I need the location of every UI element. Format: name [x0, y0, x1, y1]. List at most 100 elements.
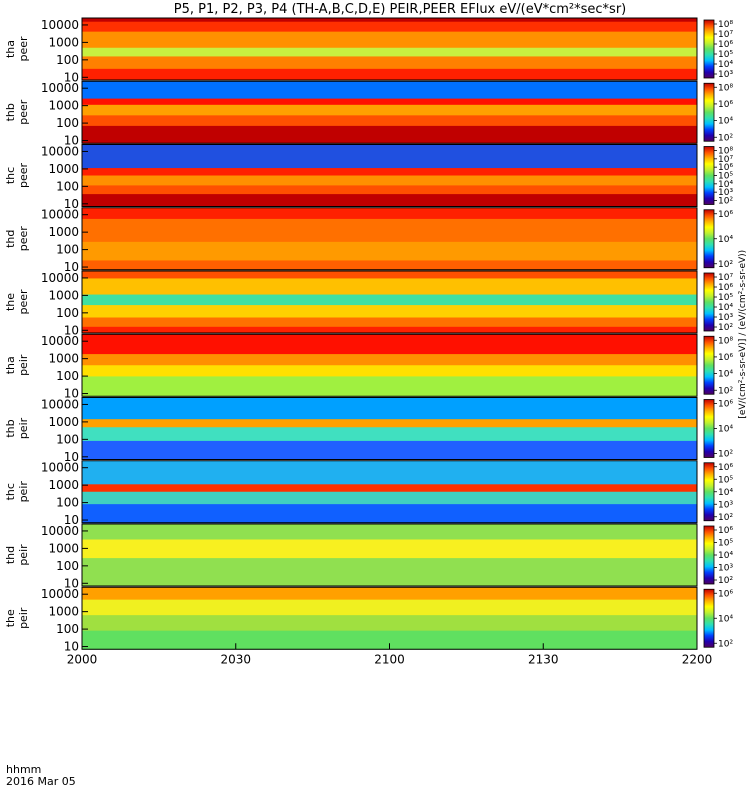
spectrogram-area — [82, 18, 697, 81]
spectrogram-band — [82, 587, 697, 601]
panel-label-probe: thb — [4, 419, 17, 437]
spectrogram-band — [82, 504, 697, 524]
y-tick-label: 10000 — [41, 81, 79, 95]
spectrogram-band — [82, 599, 697, 616]
colorbar-tick-label: 10⁵ — [718, 293, 733, 303]
y-tick-label: 1000 — [48, 288, 79, 302]
colorbar-tick-label: 10⁴ — [718, 551, 733, 561]
colorbar-tick-label: 10⁵ — [718, 539, 733, 549]
spectrogram-band — [82, 558, 697, 587]
y-tick-label: 10000 — [41, 208, 79, 222]
y-tick-label: 10 — [64, 134, 79, 148]
colorbar-tick-label: 10² — [718, 450, 733, 460]
spectrogram-area — [82, 460, 697, 524]
spectrogram-band — [82, 615, 697, 632]
colorbar-tick-label: 10⁸ — [718, 20, 733, 30]
spectrogram-band — [82, 460, 697, 485]
panel-frame — [81, 17, 698, 81]
spectrogram-band — [82, 427, 697, 442]
panel-label-product: peir — [17, 544, 30, 566]
y-tick-label: 100 — [56, 622, 79, 636]
spectrogram-band — [82, 317, 697, 328]
panel-label-product: peer — [17, 289, 30, 315]
spectrogram-band — [82, 18, 697, 23]
x-tick-label: 2130 — [528, 652, 559, 666]
colorbar-tick-label: 10⁶ — [718, 589, 733, 599]
colorbar-tick-label: 10⁴ — [718, 614, 733, 624]
colorbar-tick-label: 10² — [718, 133, 733, 143]
colorbar — [703, 399, 715, 458]
colorbar — [703, 146, 715, 205]
colorbar-tick-label: 10⁶ — [718, 526, 733, 536]
colorbar-tick-label: 10² — [718, 323, 733, 333]
x-axis-label: hhmm — [6, 763, 41, 776]
panel-label-probe: the — [4, 293, 17, 311]
y-tick-label: 10 — [64, 387, 79, 401]
chart-title: P5, P1, P2, P3, P4 (TH-A,B,C,D,E) PEIR,P… — [174, 2, 627, 17]
spectrogram-band — [82, 440, 697, 460]
y-tick-label: 1000 — [48, 352, 79, 366]
colorbar-tick-label: 10⁴ — [718, 235, 733, 245]
y-tick-label: 10 — [64, 197, 79, 211]
colorbar-tick-label: 10² — [718, 197, 733, 207]
colorbar — [703, 82, 715, 142]
y-tick-label: 10000 — [41, 18, 79, 32]
panel-label-product: peir — [17, 417, 30, 439]
panel-thc-peer: 10000 1000 100 10 thc peer 10⁸10⁷10⁶10⁵10⁴10³1… — [4, 144, 733, 211]
colorbar-tick-label: 10³ — [718, 564, 733, 574]
colorbar-tick-label: 10⁶ — [718, 163, 733, 173]
colorbar-tick-label: 10² — [718, 386, 733, 396]
spectrogram-band — [82, 168, 697, 176]
colorbar-tick-label: 10⁵ — [718, 50, 733, 60]
panel-the-peir: 10000 1000 100 10 the peir 10⁶ 10⁴ 10² — [4, 586, 733, 654]
panel-thc-peir: 10000 1000 100 10 thc peir 10⁶ 10⁵ 10⁴ 10³ 10² — [4, 460, 733, 527]
y-tick-label: 100 — [56, 496, 79, 510]
colorbar-tick-label: 10⁸ — [718, 147, 733, 157]
spectrogram-band — [82, 491, 697, 505]
y-tick-label: 100 — [56, 559, 79, 573]
y-tick-label: 10000 — [41, 524, 79, 538]
colorbar-tick-label: 10² — [718, 513, 733, 523]
y-tick-label: 1000 — [48, 478, 79, 492]
panel-label-probe: tha — [4, 356, 17, 374]
panel-frame — [81, 270, 698, 334]
colorbar — [703, 588, 715, 648]
spectrogram-band — [82, 98, 697, 106]
panel-label-product: peer — [17, 226, 30, 252]
spectrogram-band — [82, 144, 697, 169]
y-tick-label: 10000 — [41, 587, 79, 601]
y-tick-label: 100 — [56, 179, 79, 193]
panel-label-product: peir — [17, 607, 30, 629]
spectrogram-band — [82, 539, 697, 559]
y-tick-label: 10000 — [41, 271, 79, 285]
colorbar-tick-label: 10⁶ — [718, 400, 733, 410]
y-tick-label: 10 — [64, 70, 79, 84]
panel-label-probe: thb — [4, 103, 17, 121]
y-tick-label: 1000 — [48, 35, 79, 49]
spectrogram-area — [82, 81, 697, 144]
panel-tha-peir: 10000 1000 100 10 tha peir 10⁸ 10⁶ 10⁴ 10² — [4, 333, 733, 401]
panel-label-probe: tha — [4, 40, 17, 58]
y-tick-label: 10 — [64, 450, 79, 464]
spectrogram-band — [82, 354, 697, 366]
spectrogram-band — [82, 47, 697, 57]
date-label: 2016 Mar 05 — [6, 775, 76, 788]
panel-label-probe: the — [4, 609, 17, 627]
spectrogram-area — [82, 144, 697, 207]
spectrogram-band — [82, 68, 697, 81]
spectrogram-band — [82, 294, 697, 306]
colorbar-tick-label: 10⁶ — [718, 353, 733, 363]
panel-frame — [81, 460, 698, 524]
spectrogram-band — [82, 31, 697, 49]
colorbar-tick-label: 10⁸ — [718, 83, 733, 93]
panel-thd-peir: 10000 1000 100 10 thd peir 10⁶ 10⁵ 10⁴ 10³ 10² — [4, 523, 733, 590]
panel-thb-peer: 10000 1000 100 10 thb peer 10⁸ 10⁶ 10⁴ 10² — [4, 80, 733, 148]
panel-frame — [81, 523, 698, 587]
colorbar-tick-label: 10⁶ — [718, 40, 733, 50]
colorbar — [703, 209, 715, 269]
panel-label-probe: thc — [4, 483, 17, 500]
spectrogram-band — [82, 524, 697, 540]
colorbar-tick-label: 10³ — [718, 70, 733, 80]
colorbar-tick-label: 10⁶ — [718, 210, 733, 220]
